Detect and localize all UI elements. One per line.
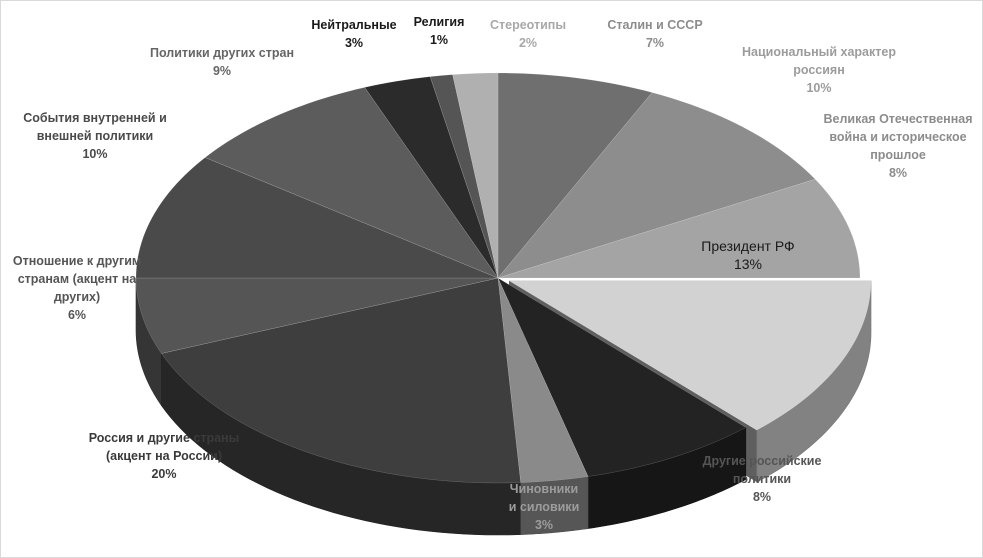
slice-label-line: и силовики bbox=[509, 500, 580, 514]
slice-percent: 6% bbox=[68, 308, 86, 322]
slice-percent: 13% bbox=[734, 256, 762, 272]
slice-percent: 10% bbox=[806, 81, 831, 95]
pie-slice-11 bbox=[364, 76, 499, 279]
slice-label-line: россиян bbox=[793, 63, 845, 77]
slice-side-6 bbox=[520, 476, 589, 535]
slice-percent: 8% bbox=[889, 166, 907, 180]
slice-label-line: Политики других стран bbox=[150, 46, 294, 60]
slice-label-3: Великая Отечественная война и историческо… bbox=[824, 112, 973, 180]
slice-percent: 8% bbox=[753, 490, 771, 504]
pie-slice-4 bbox=[508, 280, 872, 431]
slice-label-4: Президент РФ 13% bbox=[701, 238, 794, 272]
slice-label-1: Сталин и СССР 7% bbox=[607, 18, 702, 50]
slice-label-line: других) bbox=[54, 290, 100, 304]
pie-slice-5 bbox=[497, 277, 747, 477]
pie-slice-3 bbox=[497, 178, 861, 279]
slice-label-line: Чиновники bbox=[510, 482, 579, 496]
slice-label-line: Сталин и СССР bbox=[607, 18, 702, 32]
slice-label-line: странам (акцент на bbox=[18, 272, 138, 286]
slice-percent: 2% bbox=[519, 36, 537, 50]
pie-slice-12 bbox=[429, 74, 499, 279]
slice-label-2: Национальный характер россиян 10% bbox=[742, 45, 896, 95]
slice-label-line: политики bbox=[733, 472, 791, 486]
slice-label-13: Стереотипы 2% bbox=[490, 18, 566, 50]
slice-side-8 bbox=[135, 277, 162, 407]
slice-label-10: Политики других стран 9% bbox=[150, 46, 294, 78]
slice-label-8: Отношение к другим странам (акцент на друг… bbox=[13, 254, 141, 322]
slice-side-4 bbox=[756, 280, 872, 483]
pie-slice-1 bbox=[497, 72, 653, 279]
slice-label-line: Религия bbox=[414, 15, 465, 29]
pie-slice-2 bbox=[497, 92, 816, 279]
slice-label-line: прошлое bbox=[870, 148, 926, 162]
pie-slice-7 bbox=[160, 277, 522, 484]
slice-label-line: Отношение к другим bbox=[13, 254, 141, 268]
pie-tops bbox=[135, 72, 872, 484]
slice-label-line: Стереотипы bbox=[490, 18, 566, 32]
slice-labels: Сталин и СССР 7% Национальный характер росс… bbox=[13, 15, 973, 532]
slice-label-7: Россия и другие страны (акцент на России)… bbox=[89, 431, 240, 481]
slice-label-5: Другие российские политики 8% bbox=[703, 454, 822, 504]
pie-slice-6 bbox=[497, 277, 589, 483]
pie-slice-8 bbox=[135, 277, 499, 354]
slice-percent: 7% bbox=[646, 36, 664, 50]
pie-slice-13 bbox=[452, 72, 499, 279]
slice-label-6: Чиновники и силовики 3% bbox=[509, 482, 580, 532]
slice-percent: 1% bbox=[430, 33, 448, 47]
slice-label-line: Нейтральные bbox=[311, 18, 396, 32]
slice-label-line: Россия и другие страны bbox=[89, 431, 240, 445]
slice-percent: 3% bbox=[535, 518, 553, 532]
slice-percent: 9% bbox=[213, 64, 231, 78]
slice-label-line: Другие российские bbox=[703, 454, 822, 468]
slice-label-11: Нейтральные 3% bbox=[311, 18, 396, 50]
slice-label-12: Религия 1% bbox=[414, 15, 465, 47]
slice-percent: 10% bbox=[82, 147, 107, 161]
slice-percent: 20% bbox=[151, 467, 176, 481]
slice-label-9: События внутренней и внешней политики 10% bbox=[23, 111, 167, 161]
slice-label-line: Президент РФ bbox=[701, 238, 794, 254]
slice-percent: 3% bbox=[345, 36, 363, 50]
slice-label-line: внешней политики bbox=[37, 129, 154, 143]
slice-label-line: Национальный характер bbox=[742, 45, 896, 59]
slice-label-line: Великая Отечественная bbox=[824, 112, 973, 126]
pie-slice-9 bbox=[135, 157, 499, 279]
pie-slice-10 bbox=[204, 87, 499, 279]
slice-label-line: События внутренней и bbox=[23, 111, 167, 125]
slice-label-line: война и историческое bbox=[829, 130, 966, 144]
slice-label-line: (акцент на России) bbox=[106, 449, 222, 463]
